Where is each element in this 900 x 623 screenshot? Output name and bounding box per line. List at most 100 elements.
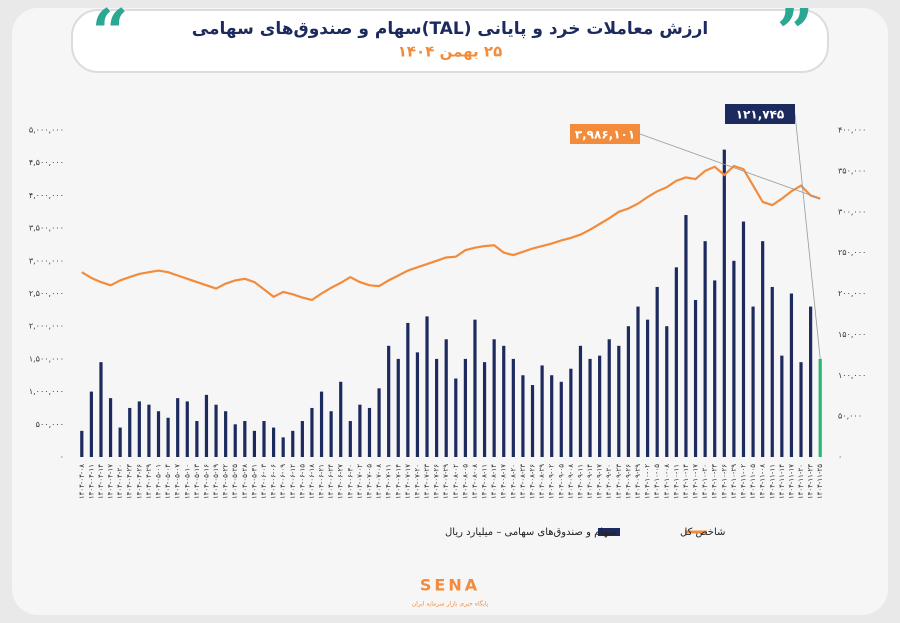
x-tick-label: ۱۴۰۴-۰۴-۱۴ bbox=[97, 464, 105, 499]
annotation-connector bbox=[794, 113, 821, 359]
x-tick-label: ۱۴۰۴-۰۹-۰۸ bbox=[567, 464, 575, 499]
x-tick-label: ۱۴۰۴-۱۰-۱۷ bbox=[692, 464, 700, 499]
x-tick-label: ۱۴۰۴-۰۸-۰۸ bbox=[471, 464, 479, 499]
x-tick-label: ۱۴۰۴-۰۴-۲۹ bbox=[145, 464, 153, 499]
bar bbox=[732, 260, 736, 457]
legend-label: شاخص کل bbox=[680, 527, 725, 538]
quote-mark: ” bbox=[777, 0, 814, 71]
bar bbox=[770, 286, 774, 457]
x-tick-label: ۱۴۰۴-۰۹-۲۶ bbox=[624, 464, 632, 499]
bar bbox=[387, 345, 391, 457]
y2-tick-label: ۵۰,۰۰۰ bbox=[838, 412, 862, 421]
x-tick-label: ۱۴۰۴-۱۰-۲۳ bbox=[711, 464, 719, 499]
bar bbox=[521, 375, 525, 457]
x-tick-label: ۱۴۰۴-۰۹-۱۷ bbox=[596, 464, 604, 499]
bar bbox=[329, 411, 333, 457]
x-tick-label: ۱۴۰۴-۱۰-۲۶ bbox=[720, 464, 728, 499]
x-tick-label: ۱۴۰۴-۰۷-۲۶ bbox=[433, 464, 441, 499]
bar bbox=[626, 326, 631, 457]
legend-swatch bbox=[598, 528, 620, 536]
x-tick-label: ۱۴۰۴-۰۶-۲۴ bbox=[327, 464, 335, 499]
annotation-box bbox=[725, 104, 795, 124]
bar bbox=[809, 306, 813, 457]
bar bbox=[444, 339, 448, 457]
bar bbox=[281, 437, 285, 457]
bar bbox=[224, 411, 228, 457]
bar bbox=[128, 407, 132, 457]
bar bbox=[99, 362, 103, 457]
x-tick-label: ۱۴۰۴-۰۸-۲۰ bbox=[509, 464, 517, 499]
y-tick-label: ۴,۵۰۰,۰۰۰ bbox=[29, 158, 64, 167]
bar bbox=[607, 339, 611, 457]
bar bbox=[799, 362, 803, 457]
bar bbox=[310, 407, 314, 457]
x-tick-label: ۱۴۰۴-۰۷-۲۰ bbox=[413, 464, 421, 499]
x-tick-label: ۱۴۰۴-۰۶-۲۷ bbox=[337, 464, 345, 499]
bar bbox=[789, 293, 794, 457]
bar bbox=[80, 430, 84, 457]
y2-tick-label: ۲۰۰,۰۰۰ bbox=[838, 289, 866, 298]
x-tick-label: ۱۴۰۴-۰۶-۱۵ bbox=[298, 464, 306, 499]
x-tick-label: ۱۴۰۴-۰۹-۲۳ bbox=[615, 464, 623, 499]
y-tick-label: ۱,۵۰۰,۰۰۰ bbox=[29, 354, 64, 363]
chart-title: ارزش معاملات خرد و پایانی (TAL)سهام و صن… bbox=[192, 19, 708, 39]
bar bbox=[693, 300, 698, 457]
bar bbox=[722, 149, 726, 457]
bar bbox=[339, 381, 343, 457]
x-tick-label: ۱۴۰۴-۰۶-۰۶ bbox=[270, 464, 278, 499]
bar bbox=[252, 430, 257, 457]
x-tick-label: ۱۴۰۴-۱۰-۲۹ bbox=[730, 464, 738, 499]
y2-tick-label: ۱۵۰,۰۰۰ bbox=[838, 330, 866, 339]
x-tick-label: ۱۴۰۴-۱۰-۱۱ bbox=[672, 464, 680, 499]
bar bbox=[454, 378, 458, 457]
tagline: پایگاه خبری بازار سرمایه ایران bbox=[412, 600, 489, 608]
bar bbox=[262, 421, 266, 457]
y2-tick-label: ۲۵۰,۰۰۰ bbox=[838, 248, 866, 257]
bar bbox=[156, 411, 161, 457]
bar bbox=[204, 394, 209, 457]
y2-tick-label: ۱۰۰,۰۰۰ bbox=[838, 371, 866, 380]
x-tick-label: ۱۴۰۴-۱۱-۰۲ bbox=[739, 464, 747, 499]
x-tick-label: ۱۴۰۴-۱۱-۰۸ bbox=[759, 464, 767, 499]
x-tick-label: ۱۴۰۴-۰۴-۰۸ bbox=[78, 464, 86, 499]
x-tick-label: ۱۴۰۴-۰۶-۰۹ bbox=[279, 464, 287, 499]
bar bbox=[147, 404, 151, 457]
bar bbox=[377, 388, 381, 457]
bar bbox=[214, 404, 218, 457]
legend-label: سهام و صندوق‌های سهامی – میلیارد ریال bbox=[445, 527, 616, 538]
y2-tick-label: ۴۰۰,۰۰۰ bbox=[838, 126, 866, 135]
x-tick-label: ۱۴۰۴-۰۴-۲۳ bbox=[126, 464, 134, 499]
x-tick-label: ۱۴۰۴-۰۷-۰۵ bbox=[365, 464, 373, 499]
x-tick-label: ۱۴۰۴-۱۰-۲۰ bbox=[701, 464, 709, 499]
y-tick-label: ۳,۵۰۰,۰۰۰ bbox=[29, 224, 64, 233]
annotation: ۳,۹۸۶,۱۰۱ bbox=[575, 128, 635, 142]
bar bbox=[291, 430, 295, 457]
x-tick-label: ۱۴۰۴-۰۹-۱۴ bbox=[586, 464, 594, 499]
bar bbox=[425, 316, 429, 457]
x-tick-label: ۱۴۰۴-۰۸-۲۳ bbox=[519, 464, 527, 499]
x-tick-label: ۱۴۰۴-۰۶-۱۲ bbox=[289, 464, 297, 499]
y2-tick-label: ۳۰۰,۰۰۰ bbox=[838, 207, 866, 216]
x-tick-label: ۱۴۰۴-۰۵-۳۱ bbox=[250, 464, 258, 499]
bar bbox=[396, 358, 400, 457]
x-tick-label: ۱۴۰۴-۱۱-۲۵ bbox=[816, 464, 824, 499]
card bbox=[12, 8, 888, 615]
x-tick-label: ۱۴۰۴-۰۵-۱۳ bbox=[193, 464, 201, 499]
x-tick-label: ۱۴۰۴-۱۱-۱۷ bbox=[787, 464, 795, 499]
bar bbox=[665, 326, 669, 457]
x-tick-label: ۱۴۰۴-۰۵-۲۸ bbox=[241, 464, 249, 499]
bar bbox=[713, 280, 717, 457]
x-tick-label: ۱۴۰۴-۰۵-۰۷ bbox=[174, 464, 182, 499]
x-tick-label: ۱۴۰۴-۰۷-۰۲ bbox=[356, 464, 364, 499]
bar bbox=[118, 427, 122, 457]
y2-tick-label: ۳۵۰,۰۰۰ bbox=[838, 166, 866, 175]
y-tick-label: ۲,۰۰۰,۰۰۰ bbox=[29, 322, 64, 331]
bar bbox=[415, 352, 420, 457]
bar bbox=[137, 401, 141, 457]
bar bbox=[569, 368, 573, 457]
x-tick-label: ۱۴۰۴-۰۷-۰۸ bbox=[375, 464, 383, 499]
x-tick-label: ۱۴۰۴-۰۷-۱۱ bbox=[385, 464, 393, 499]
bar bbox=[406, 322, 410, 457]
